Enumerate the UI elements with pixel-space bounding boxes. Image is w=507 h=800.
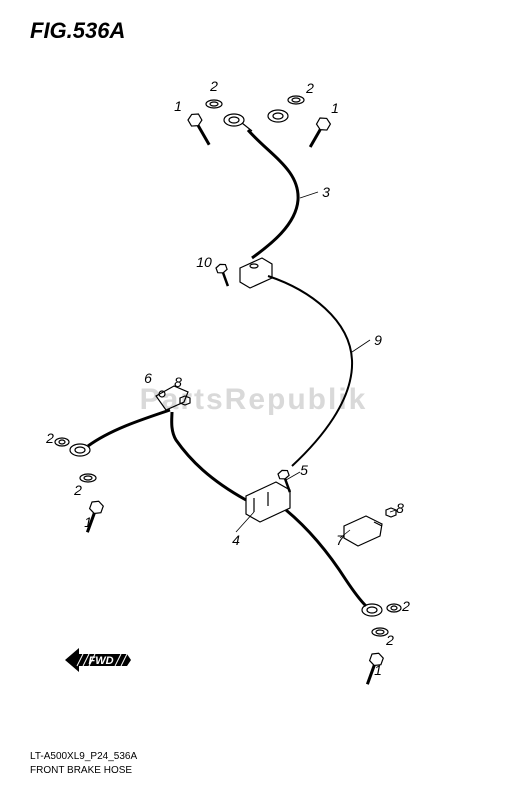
callout-number: 2 [46, 430, 54, 446]
callout-number: 2 [306, 80, 314, 96]
callout-number: 1 [174, 98, 182, 114]
callout-number: 8 [174, 374, 182, 390]
callout-number: 5 [300, 462, 308, 478]
fwd-label: FWD [88, 655, 113, 667]
footer-line1: LT-A500XL9_P24_536A [30, 750, 137, 764]
callout-number: 3 [322, 184, 330, 200]
callout-number: 2 [210, 78, 218, 94]
callout-number: 2 [402, 598, 410, 614]
callout-number: 4 [232, 532, 240, 548]
callout-number: 8 [396, 500, 404, 516]
callout-number: 2 [74, 482, 82, 498]
diagram-svg [0, 0, 507, 800]
callout-number: 6 [144, 370, 152, 386]
callout-number: 10 [196, 254, 212, 270]
footer-block: LT-A500XL9_P24_536A FRONT BRAKE HOSE [30, 750, 137, 778]
callout-number: 1 [374, 662, 382, 678]
callout-number: 2 [386, 632, 394, 648]
callout-number: 1 [84, 514, 92, 530]
callout-number: 7 [336, 532, 344, 548]
callout-number: 1 [331, 100, 339, 116]
fwd-arrow-icon: FWD [55, 640, 135, 680]
footer-line2: FRONT BRAKE HOSE [30, 764, 137, 778]
callout-number: 9 [374, 332, 382, 348]
